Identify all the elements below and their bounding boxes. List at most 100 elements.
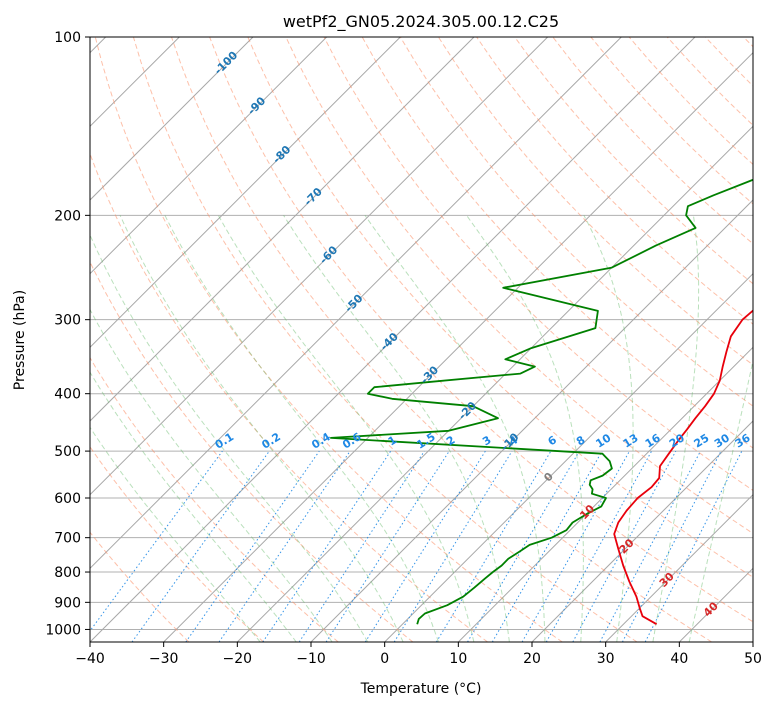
dry-adiabat-line [285,37,753,535]
x-tick-label: 20 [523,651,541,667]
temperature-line [613,309,753,625]
y-axis-label: Pressure (hPa) [12,290,28,390]
dry-adiabat-line [552,37,753,245]
mixing-ratio-line [545,450,653,642]
mixing-ratio-label: 10 [593,431,613,450]
dry-adiabat-line [514,37,753,285]
isotherm-line [236,125,753,642]
dewpoint-line [330,178,753,625]
isotherm-line [531,420,753,642]
isotherm-line [163,51,753,642]
mixing-ratio-label: 0.4 [309,430,333,452]
plot-frame [89,36,754,643]
mixing-ratio-label: 36 [733,431,753,450]
isotherm-label: 10 [577,502,597,522]
moist-adiabat-line [164,215,439,642]
isotherm-line [752,641,753,642]
y-tick-label: 600 [54,491,81,507]
moist-adiabat-line [583,215,634,642]
dry-adiabat-line [90,152,488,642]
mixing-ratio-label: 0.1 [213,430,236,451]
y-tick-label: 400 [54,387,81,403]
moist-adiabat-line [652,215,700,642]
dry-adiabat-line [94,37,563,642]
background-lines [90,37,753,642]
isotherm-label: -10 [498,430,521,453]
x-tick-label: 0 [380,651,389,667]
isotherm-label: -60 [317,243,340,266]
dry-adiabat-line [323,37,753,491]
isotherm-label: -40 [378,330,401,353]
mixing-ratio-line [262,450,392,642]
mixing-ratio-line [572,450,677,642]
dry-adiabat-line [247,37,753,578]
mixing-ratio-label: 0.6 [340,430,364,452]
mixing-ratio-line [364,450,486,642]
dry-adiabat-line [171,37,712,642]
isotherm-label: -20 [456,399,479,422]
dry-adiabat-line [399,37,753,407]
moist-adiabat-line [283,215,510,642]
mixing-ratio-line [393,450,513,642]
moist-adiabat-line [90,371,297,642]
dry-adiabat-line [90,446,264,642]
dry-adiabat-line [437,37,753,366]
x-tick-label: 40 [670,651,688,667]
isotherm-line [678,567,753,642]
isotherm-line [90,37,401,349]
mixing-ratio-label: 13 [621,431,641,450]
dry-adiabat-line [90,260,414,642]
mixing-ratio-line [435,450,552,642]
dry-adiabat-line [743,37,753,48]
x-tick-label: −10 [296,651,326,667]
mixing-ratio-line [521,450,630,642]
mixing-ratio-label: 16 [643,431,663,450]
y-tick-label: 500 [54,444,81,460]
mixing-ratio-line [644,450,743,642]
axes: −40 −30 −20 −10 0 10 20 30 40 50 100 200 300 400 500 60… [45,30,762,667]
dry-adiabat-line [361,37,753,449]
isotherm-line [90,37,622,570]
y-tick-label: 1000 [45,622,81,638]
mixing-ratio-line [131,450,270,642]
dry-adiabat-line [666,37,753,126]
y-tick-label: 900 [54,595,81,611]
isotherm-line [90,37,696,642]
moist-adiabat-line [90,233,369,642]
dry-adiabat-line [132,37,638,642]
mixing-ratio-line [325,450,450,642]
x-tick-label: 10 [449,651,467,667]
isotherm-label: -90 [245,94,268,117]
isotherm-line [90,37,254,201]
x-axis-label: Temperature (°C) [360,681,482,697]
mixing-ratio-line [218,450,351,642]
x-tick-label: 50 [744,651,762,667]
x-tick-label: 30 [597,651,615,667]
series-lines [330,178,753,625]
dry-adiabat-line [704,37,753,87]
mixing-ratio-label: 25 [692,431,712,450]
moist-adiabat-line [119,215,404,642]
y-tick-label: 300 [54,313,81,329]
mixing-ratio-line [491,450,603,642]
y-tick-label: 200 [54,208,81,224]
mixing-ratio-label: 0.2 [260,430,283,451]
x-tick-label: −40 [75,651,105,667]
isotherm-line [605,493,753,642]
isotherm-line [384,272,753,642]
moist-adiabat-line [217,215,475,642]
isotherm-label: 30 [657,570,677,590]
isotherm-line [90,37,475,422]
x-tick-label: −20 [223,651,253,667]
chart-title: wetPf2_GN05.2024.305.00.12.C25 [283,12,559,32]
isotherm-line [457,346,753,642]
y-tick-label: 800 [54,565,81,581]
x-tick-label: −30 [149,651,179,667]
dry-adiabat-line [209,37,753,623]
mixing-ratio-line [90,450,223,632]
mixing-ratio-label: 2 [444,433,457,448]
isotherm-line [90,37,328,275]
isotherm-label: -80 [270,143,293,166]
moist-adiabat-line [90,426,261,642]
